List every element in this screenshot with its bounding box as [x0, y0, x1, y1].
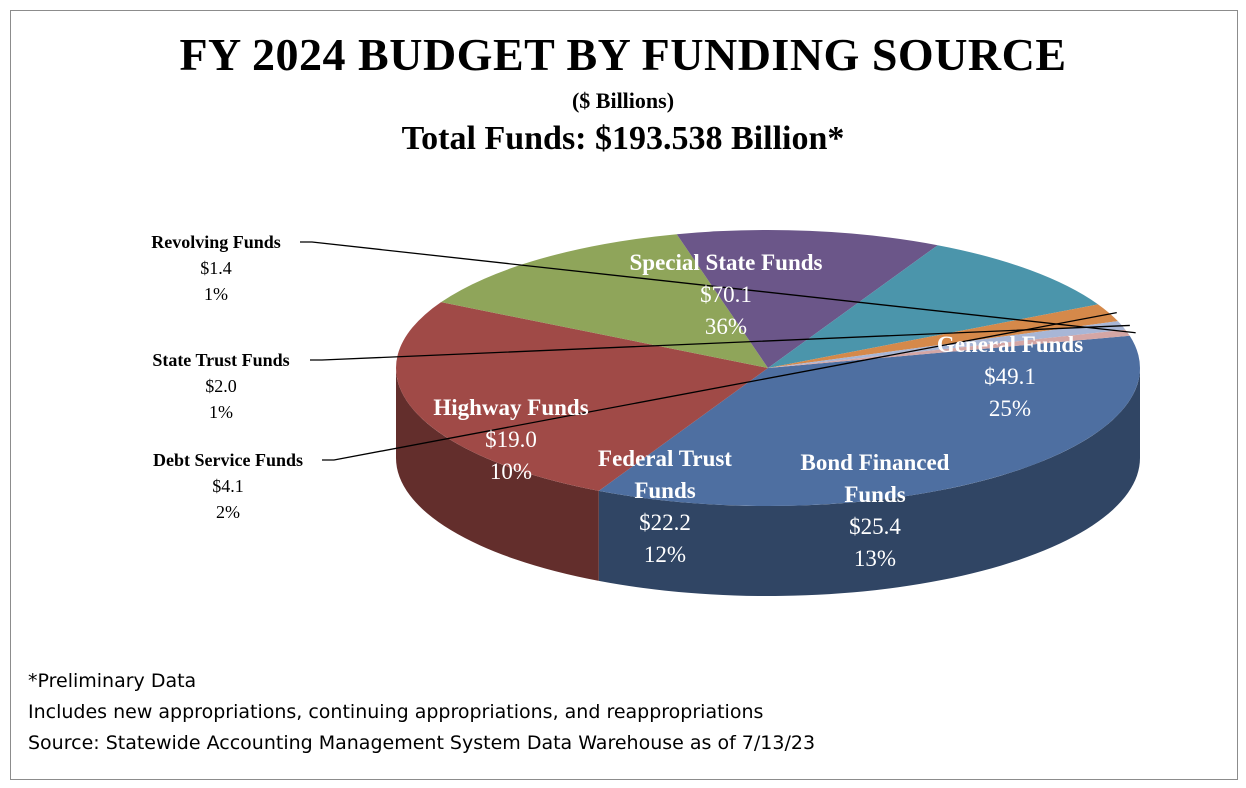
chart-title: FY 2024 BUDGET BY FUNDING SOURCE — [179, 29, 1067, 80]
chart-subtitle: ($ Billions) — [571, 88, 675, 113]
label-debt-service-funds-value: $4.1 — [212, 476, 244, 496]
label-bond-financed-funds-name: Funds — [844, 482, 905, 507]
label-revolving-funds-value: $1.4 — [200, 258, 232, 278]
label-general-funds-percent: 25% — [989, 396, 1031, 421]
footnote-preliminary: *Preliminary Data — [28, 670, 197, 692]
pie-side-walls — [396, 368, 1140, 596]
label-special-state-funds-name: Special State Funds — [630, 250, 823, 275]
slice-federal-trust-funds — [676, 229, 938, 368]
slice-general-funds — [396, 302, 768, 491]
label-bond-financed-funds-percent: 13% — [854, 546, 896, 571]
label-state-trust-funds-percent: 1% — [209, 402, 233, 422]
label-bond-financed-funds-name: Bond Financed — [801, 450, 950, 475]
label-bond-financed-funds-value: $25.4 — [849, 514, 901, 539]
label-federal-trust-funds-value: $22.2 — [639, 510, 691, 535]
label-special-state-funds-value: $70.1 — [700, 282, 752, 307]
leader-debt-service-funds — [322, 312, 1117, 461]
leader-state-trust-funds — [310, 324, 1130, 361]
slice-bond-financed-funds — [441, 234, 768, 368]
label-special-state-funds-percent: 36% — [705, 314, 747, 339]
footnotes: *Preliminary Data Includes new appropria… — [28, 666, 815, 759]
slice-special-state-funds — [598, 335, 1140, 507]
slice-debt-service-funds — [768, 304, 1118, 368]
label-debt-service-funds-name: Debt Service Funds — [153, 450, 303, 470]
label-general-funds-value: $49.1 — [984, 364, 1036, 389]
label-state-trust-funds-value: $2.0 — [205, 376, 237, 396]
label-debt-service-funds-percent: 2% — [216, 502, 240, 522]
label-highway-funds-percent: 10% — [490, 459, 532, 484]
side-wall-special-state-funds — [598, 368, 1140, 596]
total-funds-label: Total Funds: $193.538 Billion* — [401, 120, 845, 157]
label-federal-trust-funds-name: Funds — [634, 478, 695, 503]
label-revolving-funds-name: Revolving Funds — [151, 232, 281, 252]
label-general-funds-name: General Funds — [937, 332, 1083, 357]
slice-labels: Special State Funds $70.1 36% General Funds… — [151, 232, 1083, 571]
footnote-includes: Includes new appropriations, continuing … — [28, 701, 764, 723]
leader-lines — [300, 241, 1136, 461]
label-state-trust-funds-name: State Trust Funds — [152, 350, 289, 370]
label-federal-trust-funds-percent: 12% — [644, 542, 686, 567]
leader-revolving-funds — [300, 241, 1136, 334]
side-wall-general-funds — [396, 368, 599, 581]
label-highway-funds-value: $19.0 — [485, 427, 537, 452]
slice-revolving-funds — [768, 329, 1130, 368]
label-revolving-funds-percent: 1% — [204, 284, 228, 304]
footnote-source: Source: Statewide Accounting Management … — [28, 732, 816, 754]
label-federal-trust-funds-name: Federal Trust — [598, 446, 732, 471]
label-highway-funds-name: Highway Funds — [433, 395, 588, 420]
